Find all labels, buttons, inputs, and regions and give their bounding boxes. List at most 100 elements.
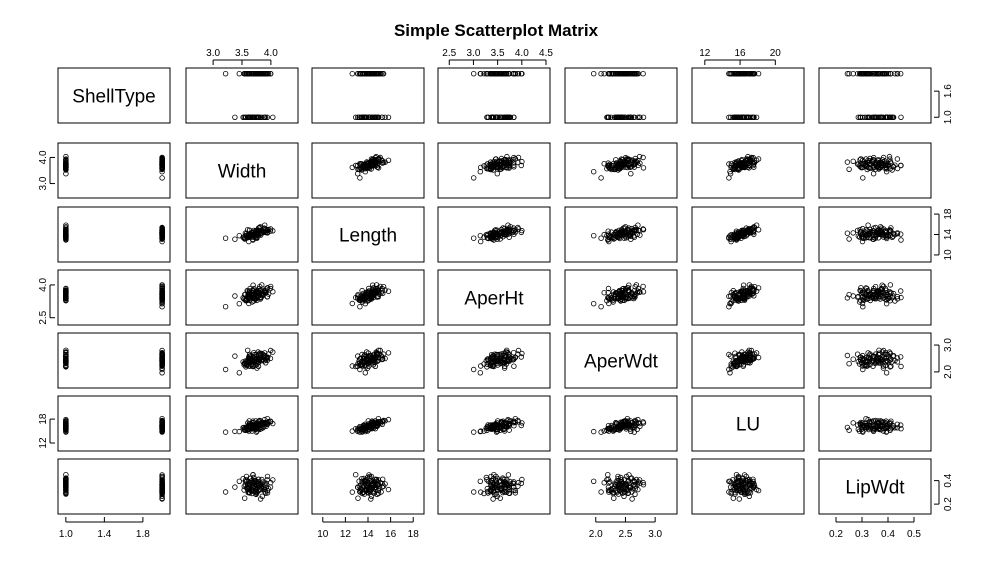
- data-point: [598, 175, 604, 181]
- data-point: [252, 70, 259, 77]
- data-point: [159, 300, 165, 307]
- data-point: [366, 363, 372, 369]
- data-point: [750, 70, 756, 77]
- data-point: [614, 231, 620, 237]
- data-point: [605, 472, 611, 478]
- data-point: [159, 425, 165, 432]
- data-point: [635, 222, 641, 228]
- tick-label: 12: [340, 529, 352, 540]
- data-point: [253, 422, 259, 428]
- data-point: [606, 70, 612, 77]
- panel-length-aperwdt: [564, 206, 678, 263]
- tick-label: 20: [770, 48, 782, 59]
- data-point: [363, 164, 369, 170]
- data-point: [373, 70, 380, 77]
- data-point: [872, 360, 878, 367]
- panel-frame: [437, 142, 551, 199]
- panel-frame: [437, 206, 551, 263]
- data-point: [631, 160, 637, 166]
- data-point: [505, 222, 511, 228]
- panel-width-lu: [691, 142, 805, 199]
- data-point: [733, 161, 739, 167]
- data-point: [612, 230, 619, 236]
- tick-label: 16: [385, 529, 397, 540]
- data-point: [887, 156, 893, 162]
- data-point: [857, 287, 863, 294]
- panel-frame: [818, 269, 932, 326]
- data-point: [232, 236, 238, 242]
- data-point: [241, 361, 248, 367]
- data-point: [728, 238, 734, 245]
- data-point: [222, 235, 229, 241]
- tick-label: 18: [943, 208, 954, 220]
- data-point: [619, 163, 625, 169]
- data-point: [898, 354, 904, 360]
- data-point: [222, 489, 229, 495]
- data-point: [494, 170, 500, 177]
- data-point: [898, 237, 904, 243]
- panel-aperht-width: [185, 269, 299, 326]
- data-point: [890, 114, 897, 120]
- data-point: [858, 156, 864, 162]
- panel-lu-length: [311, 395, 425, 452]
- data-point: [159, 229, 165, 235]
- data-point: [601, 231, 607, 238]
- data-point: [610, 70, 616, 77]
- data-point: [263, 114, 269, 120]
- data-point: [353, 472, 359, 478]
- data-point: [850, 158, 856, 164]
- data-point: [506, 354, 513, 360]
- data-point: [236, 70, 242, 77]
- data-point: [159, 422, 165, 429]
- panel-frame: [185, 332, 299, 389]
- data-point: [733, 232, 739, 238]
- data-point: [484, 165, 490, 171]
- data-point: [747, 229, 754, 235]
- data-point: [349, 363, 355, 369]
- data-point: [471, 366, 477, 373]
- data-point: [501, 157, 508, 163]
- data-point: [236, 232, 242, 239]
- data-point: [870, 293, 877, 299]
- panel-frame: [57, 142, 171, 199]
- data-point: [270, 114, 276, 120]
- data-point: [471, 489, 477, 495]
- data-point: [249, 290, 256, 296]
- data-point: [876, 70, 882, 77]
- data-point: [506, 234, 512, 240]
- data-point: [740, 363, 746, 369]
- data-point: [236, 301, 242, 307]
- data-point: [247, 231, 253, 237]
- panel-width-width: Width: [185, 142, 299, 199]
- data-point: [607, 161, 613, 167]
- tick-label: 4.0: [515, 48, 529, 59]
- data-point: [898, 288, 904, 294]
- data-point: [159, 350, 165, 357]
- tick-label: 4.0: [264, 48, 278, 59]
- data-point: [614, 290, 620, 296]
- data-point: [510, 156, 516, 163]
- data-point: [506, 226, 513, 233]
- panel-length-lipwdt: [818, 206, 932, 263]
- data-point: [484, 70, 490, 77]
- data-point: [249, 357, 256, 363]
- data-point: [746, 282, 753, 288]
- data-point: [494, 352, 500, 358]
- data-point: [640, 283, 646, 290]
- panel-frame: [185, 269, 299, 326]
- panel-frame: [691, 142, 805, 199]
- data-point: [488, 362, 494, 369]
- data-point: [867, 361, 873, 367]
- data-point: [512, 354, 519, 360]
- data-point: [63, 285, 69, 292]
- tick-label: 18: [408, 529, 420, 540]
- data-point: [255, 293, 262, 299]
- data-point: [259, 114, 265, 120]
- data-point: [880, 365, 887, 371]
- data-point: [857, 226, 863, 233]
- data-point: [358, 297, 364, 304]
- data-point: [740, 160, 747, 166]
- data-point: [359, 114, 365, 120]
- data-point: [894, 156, 901, 162]
